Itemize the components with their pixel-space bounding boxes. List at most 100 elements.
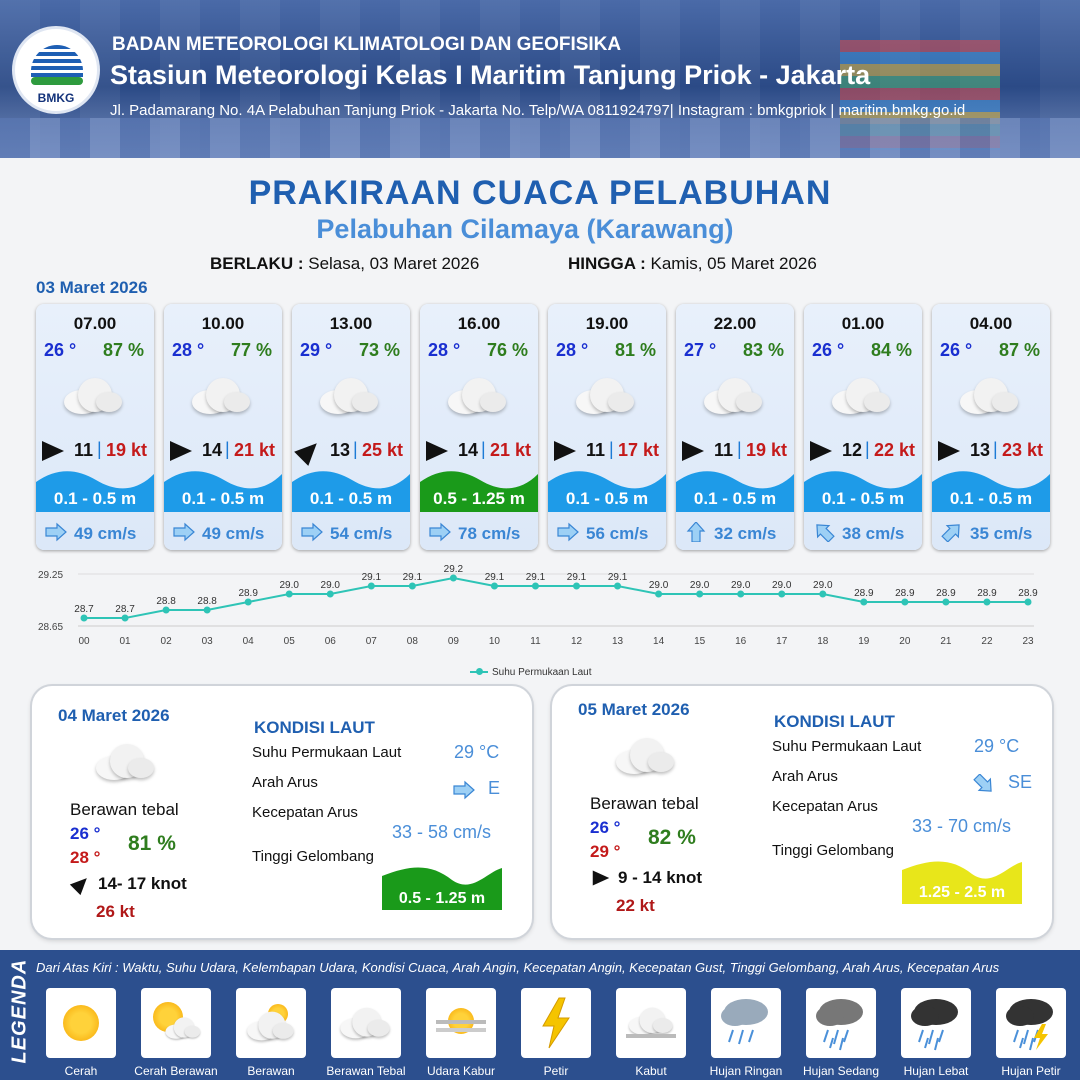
forecast-temperature: 26 ° <box>940 340 973 360</box>
valid-to-value: Kamis, 05 Maret 2026 <box>650 254 817 273</box>
sst-value: 29 °C <box>974 736 1020 756</box>
x-tick-label: 13 <box>612 636 624 647</box>
wave-shape <box>932 471 1050 512</box>
forecast-humidity: 73 % <box>358 340 400 360</box>
current-speed: 78 cm/s <box>458 524 521 543</box>
daily-wind-speed: 9 - 14 knot <box>618 868 703 887</box>
data-label: 28.9 <box>238 588 258 599</box>
data-point <box>573 582 581 590</box>
wind-direction-icon <box>810 441 832 461</box>
daily-min-temp: 26 ° <box>70 824 101 843</box>
legend-item-label: Berawan Tebal <box>326 1064 406 1078</box>
forecast-time: 22.00 <box>713 314 757 333</box>
data-label: 28.8 <box>197 596 217 607</box>
x-tick-label: 23 <box>1022 636 1034 647</box>
wave-shape <box>804 471 922 512</box>
data-label: 29.1 <box>567 572 587 583</box>
wind-direction-icon <box>170 441 192 461</box>
wind-row: 13 | 23 kt <box>932 438 1050 464</box>
wind-row: 11 | 19 kt <box>676 438 794 464</box>
daily-humidity: 82 % <box>648 826 696 849</box>
daily-condition: Berawan tebal <box>70 800 179 819</box>
wave-height: 0.1 - 0.5 m <box>949 489 1033 508</box>
wind-separator: | <box>737 439 742 459</box>
forecast-humidity: 81 % <box>614 340 656 360</box>
forecast-humidity: 87 % <box>998 340 1040 360</box>
current-row: 32 cm/s <box>676 514 794 550</box>
data-point <box>655 590 663 598</box>
daily-wind-speed: 14- 17 knot <box>98 874 187 893</box>
forecast-time: 07.00 <box>73 314 117 333</box>
wind-gust: 17 kt <box>618 440 660 460</box>
wind-speed: 11 <box>74 440 94 460</box>
daily-date: 05 Maret 2026 <box>578 700 690 719</box>
data-label: 29.2 <box>444 564 464 575</box>
current-direction-icon <box>44 522 68 542</box>
wave-shape <box>902 861 1022 904</box>
cloud-icon <box>316 376 378 416</box>
wind-direction-icon <box>938 441 960 461</box>
chart-legend-label: Suhu Permukaan Laut <box>492 667 592 678</box>
page-subtitle: Pelabuhan Cilamaya (Karawang) <box>316 214 734 244</box>
data-point <box>203 606 211 614</box>
logo-text: BMKG <box>37 91 75 105</box>
legend-item-label: Hujan Sedang <box>802 1064 880 1078</box>
cloud-sun-icon <box>236 988 306 1058</box>
data-point <box>737 590 745 598</box>
wind-separator: | <box>609 439 614 459</box>
data-point <box>778 590 786 598</box>
data-point <box>121 614 129 622</box>
wind-speed: 14 <box>458 440 479 460</box>
current-speed: 49 cm/s <box>74 524 137 543</box>
wave-shape <box>420 471 538 512</box>
wind-gust: 23 kt <box>1002 440 1044 460</box>
cloud-icon <box>828 376 890 416</box>
fog-icon <box>616 988 686 1058</box>
data-label: 28.9 <box>977 588 997 599</box>
legend-item-label: Kabut <box>635 1064 667 1078</box>
data-point <box>614 582 622 590</box>
forecast-card: 07.00 26 ° 87 % 11 | 19 kt 0.1 - 0.5 m 49 cm/s <box>36 304 154 550</box>
current-speed: 56 cm/s <box>586 524 649 543</box>
current-row: 38 cm/s <box>804 514 922 550</box>
daily-date: 04 Maret 2026 <box>58 706 170 725</box>
current-speed: 54 cm/s <box>330 524 393 543</box>
data-label: 28.9 <box>895 588 915 599</box>
current-direction-icon <box>300 522 324 542</box>
forecast-temperature: 28 ° <box>556 340 589 360</box>
wind-separator: | <box>353 439 358 459</box>
wind-gust: 25 kt <box>362 440 404 460</box>
x-tick-label: 14 <box>653 636 665 647</box>
thunderstorm-icon <box>996 988 1066 1058</box>
x-tick-label: 11 <box>530 636 541 647</box>
data-label: 29.0 <box>813 580 833 591</box>
data-label: 28.8 <box>156 596 176 607</box>
wave-height: 0.1 - 0.5 m <box>181 489 265 508</box>
wave-height-label: Tinggi Gelombang <box>252 848 375 865</box>
current-speed-label: Kecepatan Arus <box>252 804 358 821</box>
data-label: 28.9 <box>936 588 956 599</box>
data-point <box>449 574 457 582</box>
daily-forecast-panel: 05 Maret 2026 Berawan tebal 26 ° 29 ° 82 % 9 … <box>552 686 1052 938</box>
current-direction-icon <box>556 522 580 542</box>
forecast-temperature: 29 ° <box>300 340 333 360</box>
x-tick-label: 18 <box>817 636 829 647</box>
data-point <box>80 614 88 622</box>
cloud-icon <box>956 376 1018 416</box>
daily-forecast-panel: 04 Maret 2026 Berawan tebal 26 ° 28 ° 81 % 14… <box>32 686 532 938</box>
legend-item-label: Cerah <box>64 1064 98 1078</box>
header-banner: BMKG BADAN METEOROLOGI KLIMATOLOGI DAN G… <box>0 0 1080 158</box>
forecast-time: 16.00 <box>457 314 501 333</box>
wind-speed: 12 <box>842 440 863 460</box>
wind-direction-icon <box>69 872 93 896</box>
cloud-icon <box>331 988 401 1058</box>
forecast-time: 01.00 <box>841 314 885 333</box>
forecast-time: 04.00 <box>969 314 1013 333</box>
sea-surface-temperature-chart: 29.25 28.65 28.7 00 28.7 01 28.8 02 28.8 03 28.9 04… <box>38 564 1038 647</box>
data-point <box>1024 598 1032 606</box>
current-direction-label: Arah Arus <box>772 768 838 785</box>
forecast-card: 01.00 26 ° 84 % 12 | 22 kt 0.1 - 0.5 m 38 cm/s <box>804 304 922 550</box>
data-point <box>162 606 170 614</box>
cloud-icon <box>92 742 154 782</box>
current-direction-icon <box>812 522 836 543</box>
